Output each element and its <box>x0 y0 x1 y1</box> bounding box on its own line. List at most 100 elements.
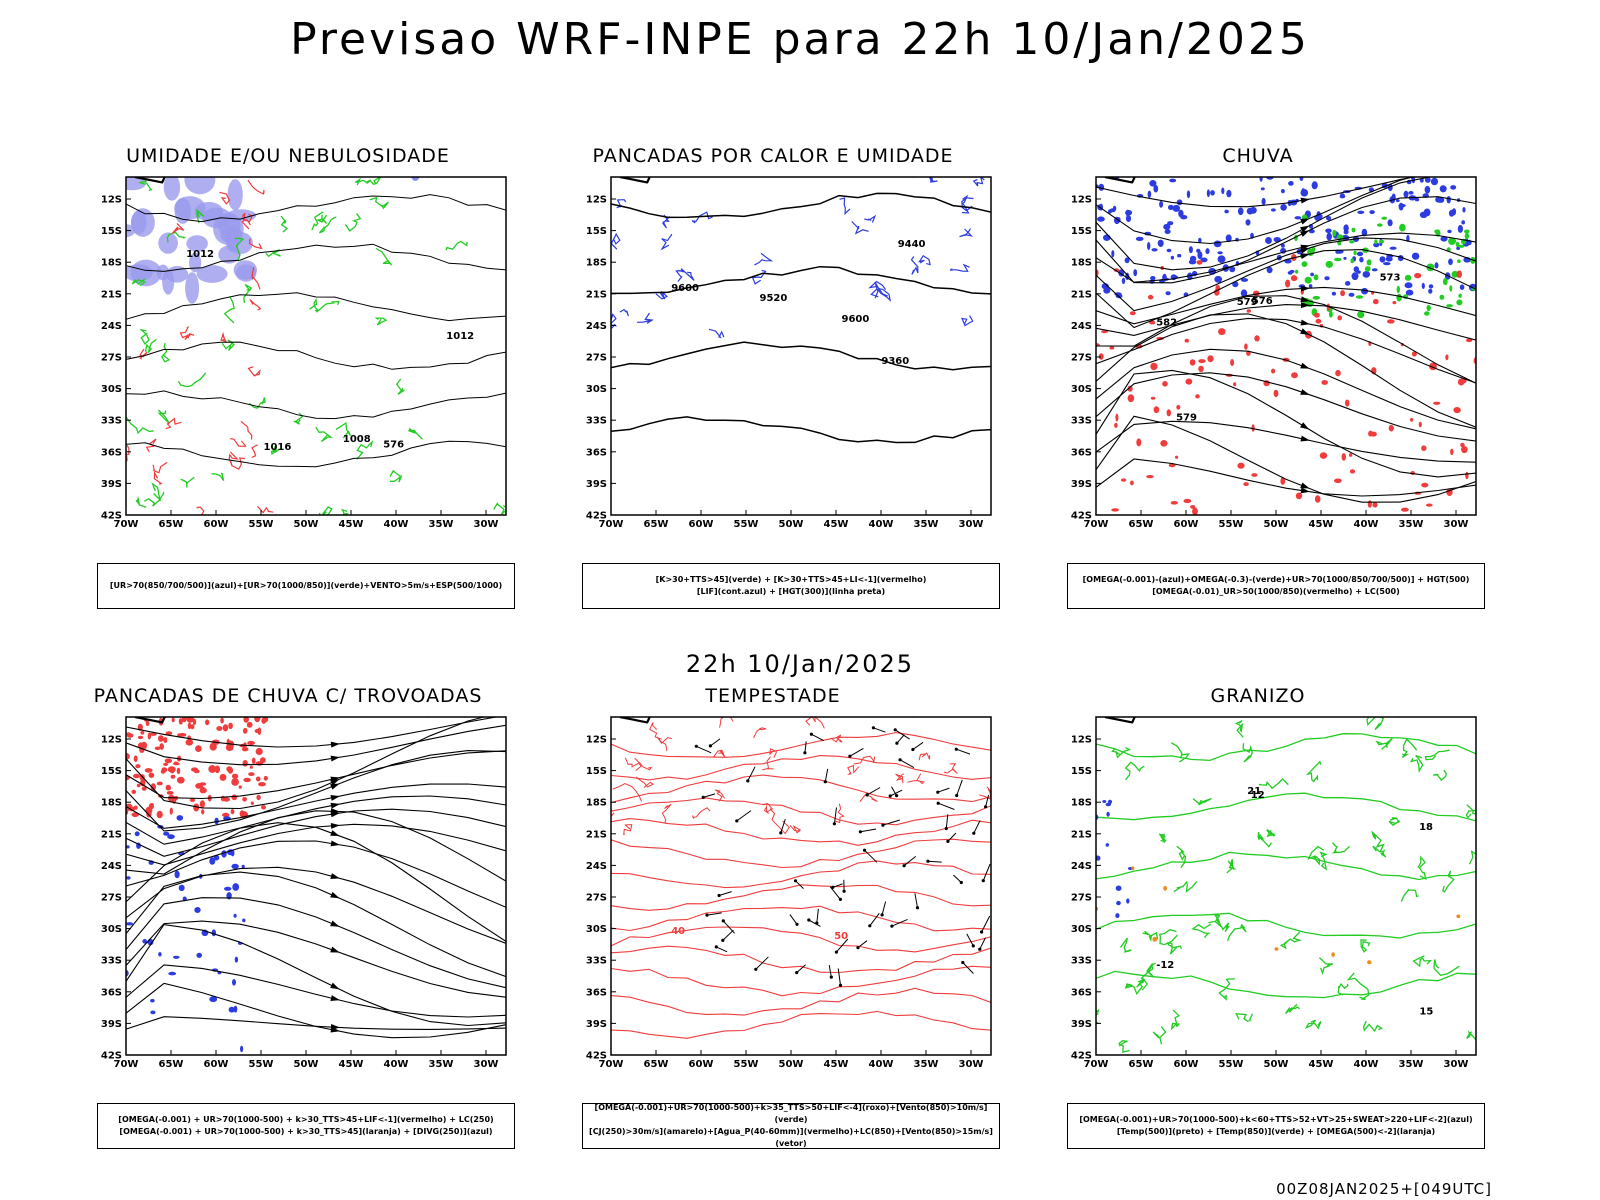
x-tick-label: 30W <box>959 1059 984 1070</box>
y-tick-label: 18S <box>101 798 122 809</box>
x-tick-label: 65W <box>159 1059 184 1070</box>
contour-label: 573 <box>1380 273 1401 284</box>
map: 582 579 576 573 579 12S 15S 18S 21S 24S 27S 30S 33S 3… <box>1066 171 1486 543</box>
y-tick-label: 21S <box>586 829 607 840</box>
y-tick-label: 24S <box>586 321 607 332</box>
x-tick-label: 60W <box>204 519 229 530</box>
map-plot: -12 12 15 18 21 12S 15S 18S 21S 24S 27S 30S 33S 36S 39… <box>1071 716 1477 1070</box>
contour-label: 18 <box>1419 822 1433 833</box>
y-tick-label: 42S <box>101 1051 122 1062</box>
x-tick-label: 40W <box>869 519 894 530</box>
x-tick-label: 40W <box>384 519 409 530</box>
y-tick-label: 30S <box>586 924 607 935</box>
legend-line: [OMEGA(-0.001) + UR>70(1000-500) + k>30_… <box>119 1127 493 1136</box>
y-tick-label: 39S <box>1071 479 1092 490</box>
y-tick-label: 27S <box>101 893 122 904</box>
x-tick-label: 55W <box>249 519 274 530</box>
y-tick-label: 33S <box>101 956 122 967</box>
map: 40 50 12S 15S 18S 21S 24S 27S 30S 33S 36S 39S 42S 70W… <box>581 711 1001 1083</box>
legend-line: [Temp(500)](preto) + [Temp(850)](verde) … <box>1116 1127 1436 1136</box>
legend-line: [OMEGA(-0.001)+UR>70(1000-500)+k<60+TTS>… <box>1079 1115 1473 1124</box>
x-tick-label: 50W <box>779 519 804 530</box>
y-tick-label: 30S <box>101 924 122 935</box>
legend-line: [OMEGA(-0.001) + UR>70(1000-500) + k>30_… <box>118 1115 494 1124</box>
y-tick-label: 36S <box>586 447 607 458</box>
y-tick-label: 39S <box>586 1019 607 1030</box>
legend-caption: [OMEGA(-0.001)+UR>70(1000-500)+k>35_TTS>… <box>582 1103 1000 1149</box>
map-plot: 58257957657357912S15S18S21S24S27S30S33S3… <box>1071 176 1477 530</box>
panel-title: PANCADAS POR CALOR E UMIDADE <box>592 145 954 167</box>
y-tick-label: 15S <box>101 766 122 777</box>
y-tick-label: 24S <box>1071 321 1092 332</box>
y-tick-label: 36S <box>586 987 607 998</box>
x-tick-label: 60W <box>1174 1059 1199 1070</box>
contour-label: 9600 <box>842 314 870 325</box>
map-plot: 40 50 12S 15S 18S 21S 24S 27S 30S 33S 36S 39S 42S70W… <box>586 716 992 1070</box>
x-tick-label: 35W <box>1399 1059 1424 1070</box>
legend-line: [CJ(250)>30m/s](amarelo)+[Agua_P(40-60mm… <box>589 1127 993 1148</box>
y-tick-label: 27S <box>586 353 607 364</box>
x-tick-label: 40W <box>384 1059 409 1070</box>
y-tick-label: 21S <box>1071 829 1092 840</box>
x-tick-label: 45W <box>824 1059 849 1070</box>
x-tick-label: 35W <box>429 1059 454 1070</box>
panel-title: UMIDADE E/OU NEBULOSIDADE <box>126 145 450 167</box>
contour-label: 576 <box>1252 296 1273 307</box>
panel-granizo: GRANIZO -12 12 15 18 21 12S 15S 18S 21S 24S 27S 30S 3… <box>1038 685 1485 1165</box>
x-tick-label: 30W <box>474 1059 499 1070</box>
x-tick-label: 60W <box>689 519 714 530</box>
y-tick-label: 15S <box>1071 766 1092 777</box>
y-tick-label: 27S <box>1071 893 1092 904</box>
panel-title: TEMPESTADE <box>705 685 841 707</box>
contour-label: 9360 <box>881 356 909 367</box>
y-tick-label: 39S <box>1071 1019 1092 1030</box>
y-tick-label: 33S <box>586 956 607 967</box>
legend-line: [UR>70(850/700/500)](azul)+[UR>70(1000/8… <box>109 581 503 590</box>
x-tick-label: 70W <box>114 519 139 530</box>
legend-caption: [K>30+TTS>45](verde) + [K>30+TTS>45+LI<-… <box>582 563 1000 609</box>
y-tick-label: 15S <box>101 226 122 237</box>
x-tick-label: 40W <box>1354 519 1379 530</box>
panel-chuva: CHUVA 582 579 576 573 579 12S 15S 18S 21S 24S 27S 30… <box>1038 145 1485 625</box>
x-tick-label: 45W <box>339 1059 364 1070</box>
contour-label: 579 <box>1176 412 1197 423</box>
x-tick-label: 65W <box>159 519 184 530</box>
x-tick-label: 55W <box>734 519 759 530</box>
x-tick-label: 35W <box>1399 519 1424 530</box>
y-tick-label: 24S <box>1071 861 1092 872</box>
contour-label: 50 <box>834 931 848 942</box>
valid-time-title: 22h 10/Jan/2025 <box>685 650 915 678</box>
contour-label: 21 <box>1247 786 1261 797</box>
x-tick-label: 40W <box>1354 1059 1379 1070</box>
contour-label: 9520 <box>760 293 788 304</box>
x-tick-label: 65W <box>644 519 669 530</box>
y-tick-label: 21S <box>1071 289 1092 300</box>
x-tick-label: 35W <box>914 1059 939 1070</box>
y-tick-label: 30S <box>1071 384 1092 395</box>
y-tick-label: 18S <box>586 798 607 809</box>
y-tick-label: 30S <box>1071 924 1092 935</box>
legend-line: [OMEGA(-0.01)_UR>50(1000/850)(vermelho) … <box>1152 587 1400 596</box>
x-tick-label: 55W <box>1219 519 1244 530</box>
y-tick-label: 36S <box>101 447 122 458</box>
panel-pancadas-chuva-trovoadas: PANCADAS DE CHUVA C/ TROVOADAS 12S 15S 18S 2… <box>68 685 515 1165</box>
legend-caption: [OMEGA(-0.001)+UR>70(1000-500)+k<60+TTS>… <box>1067 1103 1485 1149</box>
y-tick-label: 24S <box>101 861 122 872</box>
y-tick-label: 30S <box>586 384 607 395</box>
panel-title: GRANIZO <box>1210 685 1306 707</box>
contour-label: 9600 <box>671 283 699 294</box>
contour-label: 579 <box>1237 297 1258 308</box>
y-tick-label: 15S <box>586 766 607 777</box>
y-tick-label: 21S <box>101 829 122 840</box>
y-tick-label: 12S <box>101 735 122 746</box>
y-tick-label: 18S <box>1071 798 1092 809</box>
panel-title: CHUVA <box>1222 145 1294 167</box>
run-info-footer: 00Z08JAN2025+[049UTC] <box>1276 1180 1492 1198</box>
y-tick-label: 39S <box>101 479 122 490</box>
y-tick-label: 12S <box>1071 735 1092 746</box>
y-tick-label: 12S <box>586 735 607 746</box>
contour-label: 1012 <box>446 331 474 342</box>
panel-umidade-nebulosidade: UMIDADE E/OU NEBULOSIDADE 1012 1008 1016 576… <box>68 145 515 625</box>
y-tick-label: 18S <box>1071 258 1092 269</box>
